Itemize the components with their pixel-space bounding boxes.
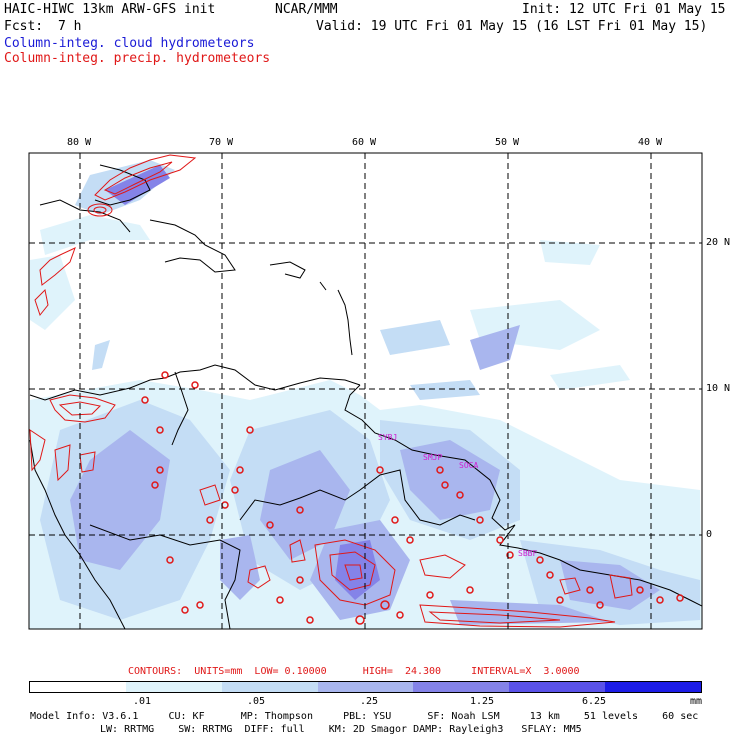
lon-label-80w: 80 W [67,137,92,148]
lon-label-70w: 70 W [209,137,234,148]
colorbar-tick: .01 [133,696,152,707]
contours-info: CONTOURS: UNITS=mm LOW= 0.10000 HIGH= 24… [128,666,580,677]
field-precip-label: Column-integ. precip. hydrometeors [4,51,271,66]
color-bar-bin [605,682,702,692]
colorbar-tick: .05 [247,696,266,707]
color-bar-bin [30,682,126,692]
init-time: Init: 12 UTC Fri 01 May 15 [522,2,726,17]
model-info-line2: LW: RRTMG SW: RRTMG DIFF: full KM: 2D Sm… [100,724,582,735]
lon-label-60w: 60 W [352,137,377,148]
valid-time: Valid: 19 UTC Fri 01 May 15 (16 LST Fri … [316,19,708,34]
forecast-label: Fcst: [4,19,44,34]
color-bar-bin [317,682,414,692]
lat-label-0: 0 [706,529,713,540]
lon-label-40w: 40 W [638,137,663,148]
color-bar-bin [125,682,222,692]
station-sbbf: SBBF [518,549,538,558]
forecast-hour: 7 h [58,19,82,34]
precip-contours [29,154,633,628]
lon-label-50w: 50 W [495,137,520,148]
model-info-line1: Model Info: V3.6.1 CU: KF MP: Thompson P… [30,711,699,722]
lat-lon-grid [29,153,702,629]
map-frame [28,152,703,630]
colorbar-units: mm [690,696,703,707]
station-soca: SOCA [459,461,479,470]
color-bar [29,681,702,693]
station-sybj: SYBJ [378,433,398,442]
colorbar-tick: .25 [360,696,379,707]
color-bar-bin [413,682,510,692]
colorbar-tick: 1.25 [470,696,495,707]
color-bar-bin [221,682,318,692]
colorbar-tick: 6.25 [582,696,607,707]
station-smjp: SMJP [423,453,443,462]
color-bar-bin [509,682,606,692]
lat-label-20n: 20 N [706,237,731,248]
plot-title: HAIC-HIWC 13km ARW-GFS init [4,2,216,17]
organization-label: NCAR/MMM [275,2,338,17]
field-cloud-label: Column-integ. cloud hydrometeors [4,36,255,51]
lat-label-10n: 10 N [706,383,731,394]
